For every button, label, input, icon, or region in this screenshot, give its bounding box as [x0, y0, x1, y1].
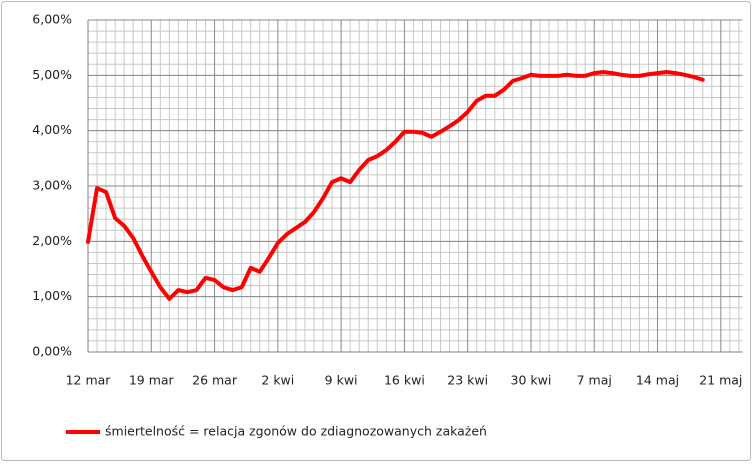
- x-tick-label: 21 maj: [699, 373, 742, 388]
- chart-border: [1, 1, 751, 461]
- line-series: [86, 70, 705, 301]
- x-tick-label: 23 kwi: [447, 373, 488, 388]
- x-tick-label: 30 kwi: [511, 373, 552, 388]
- x-tick-label: 19 mar: [129, 373, 175, 388]
- y-tick-label: 2,00%: [32, 233, 72, 248]
- x-tick-label: 12 mar: [66, 373, 112, 388]
- y-tick-label: 0,00%: [32, 344, 72, 359]
- x-tick-label: 7 maj: [577, 373, 612, 388]
- x-tick-label: 9 kwi: [325, 373, 358, 388]
- x-tick-label: 2 kwi: [261, 373, 294, 388]
- y-tick-label: 4,00%: [32, 122, 72, 137]
- y-tick-label: 1,00%: [32, 288, 72, 303]
- x-tick-label: 14 maj: [636, 373, 679, 388]
- y-tick-label: 5,00%: [32, 67, 72, 82]
- y-tick-label: 3,00%: [32, 178, 72, 193]
- y-tick-label: 6,00%: [32, 12, 72, 27]
- legend-label: śmiertelność = relacja zgonów do zdiagno…: [105, 424, 487, 439]
- x-tick-label: 26 mar: [192, 373, 238, 388]
- x-tick-label: 16 kwi: [384, 373, 425, 388]
